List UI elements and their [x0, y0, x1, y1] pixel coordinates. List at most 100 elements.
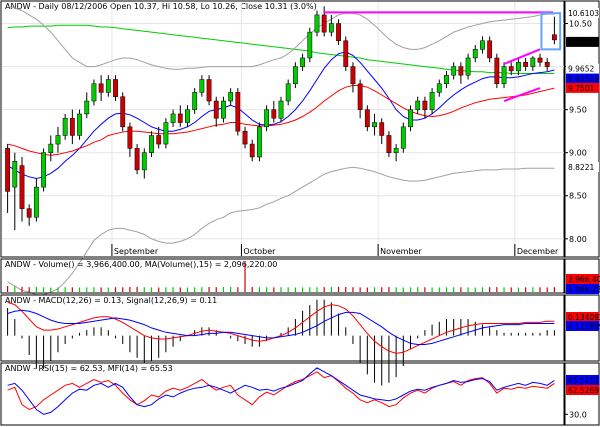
price-last-value: 8.8221 — [568, 163, 594, 172]
candlesticks — [5, 6, 557, 231]
volume-panel-frame — [0, 258, 565, 294]
volume-last-value: 2,096,220 — [568, 285, 600, 294]
candle-down — [120, 96, 126, 128]
rsi-panel: ANDW - RSI(15) = 62.53, MFI(14) = 65.53 … — [0, 362, 600, 426]
price-last-value: 9.91519 — [568, 75, 599, 84]
price-last-value: 10.6103 — [568, 9, 599, 18]
macd-panel: ANDW - MACD(12,26) = 0.13, Signal(12,26,… — [0, 294, 600, 386]
candle-down — [523, 62, 529, 67]
candle-up — [185, 109, 190, 123]
candle-down — [494, 57, 500, 85]
candle-down — [357, 83, 363, 110]
candle-up — [408, 109, 413, 128]
candle-down — [113, 79, 118, 97]
overlay-line-3 — [7, 5, 555, 70]
candle-up — [55, 135, 61, 145]
rsi-title: ANDW - RSI(15) = 62.53, MFI(14) = 65.53 — [5, 364, 173, 373]
candle-up — [141, 152, 147, 171]
highlight-box — [540, 12, 562, 51]
month-label: November — [380, 247, 422, 256]
candle-up — [292, 66, 298, 85]
rsi-y-tick-label: 30.0 — [569, 410, 587, 419]
month-label: December — [517, 247, 559, 256]
candle-up — [192, 92, 198, 110]
candle-down — [508, 66, 514, 72]
candle-down — [386, 135, 392, 153]
overlay-line-4 — [7, 166, 555, 296]
month-label: September — [114, 247, 159, 256]
candle-down — [134, 148, 140, 171]
price-last-value-bg — [566, 161, 599, 172]
candle-up — [465, 57, 471, 76]
macd-last-value-bg — [566, 312, 599, 322]
candle-up — [163, 122, 169, 145]
candle-up — [451, 66, 457, 76]
candle-down — [235, 92, 241, 132]
candle-up — [444, 74, 449, 85]
price-title: ANDW - Daily 08/12/2006 Open 10.37, Hi 1… — [5, 2, 317, 11]
candle-up — [300, 57, 305, 67]
price-last-value-bg — [566, 63, 599, 74]
candle-down — [271, 109, 277, 119]
candle-down — [336, 23, 341, 41]
candle-down — [422, 100, 428, 110]
macd-title: ANDW - MACD(12,26) = 0.13, Signal(12,26,… — [5, 296, 217, 305]
candle-up — [328, 23, 334, 33]
candle-up — [91, 83, 97, 102]
macd-last-value-bg — [566, 321, 599, 331]
candle-down — [177, 113, 183, 123]
candle-up — [436, 83, 442, 93]
volume-last-value: 3,966,400 — [568, 275, 600, 284]
rsi-last-value: 65.5252 — [568, 376, 599, 385]
price-panel: ANDW - Daily 08/12/2006 Open 10.37, Hi 1… — [0, 0, 600, 296]
candle-down — [551, 34, 557, 41]
candle-up — [278, 100, 284, 119]
macd-last-value: 0.134092 — [568, 313, 600, 322]
candle-up — [285, 83, 291, 102]
candle-down — [5, 148, 11, 192]
macd-line — [7, 301, 555, 354]
candle-down — [213, 100, 219, 119]
rsi-mfi-lines — [7, 367, 555, 415]
candle-up — [372, 122, 377, 128]
price-last-value: 9.9652 — [568, 65, 594, 74]
candle-down — [487, 40, 493, 59]
price-y-tick-label: 8.00 — [569, 235, 587, 244]
candle-down — [249, 143, 255, 158]
macd-last-values: 0.1340920.112899 — [566, 312, 600, 331]
rsi-line — [7, 371, 555, 411]
candle-up — [257, 126, 262, 158]
price-last-value-bg — [566, 8, 599, 19]
rsi-panel-frame — [0, 362, 565, 426]
candle-up — [199, 79, 205, 93]
candle-down — [458, 66, 464, 76]
overlay-line-0 — [7, 24, 555, 74]
candle-up — [12, 161, 18, 188]
candle-up — [307, 31, 313, 59]
candle-up — [472, 49, 478, 59]
rsi-last-value-bg — [566, 375, 599, 385]
trendlines — [324, 11, 562, 102]
candle-up — [228, 92, 234, 102]
signal-line — [7, 309, 555, 345]
volume-last-values: 3,966,4002,096,220 — [566, 274, 600, 294]
candle-down — [26, 208, 32, 218]
candle-up — [149, 135, 154, 153]
candle-up — [429, 92, 435, 110]
volume-bars — [6, 262, 556, 292]
candle-down — [127, 126, 133, 149]
price-y-tick-label: 9.00 — [569, 149, 587, 158]
rsi-last-value-bg — [566, 385, 599, 395]
candle-up — [400, 126, 406, 149]
price-y-tick-label: 10.50 — [569, 20, 592, 29]
candle-up — [77, 113, 82, 136]
mfi-line — [7, 367, 555, 415]
price-last-value-bg — [566, 73, 599, 84]
rsi-y-ticks: 30.0 — [565, 410, 587, 419]
candle-up — [41, 152, 46, 188]
candle-down — [343, 40, 349, 67]
candle-up — [530, 57, 536, 67]
